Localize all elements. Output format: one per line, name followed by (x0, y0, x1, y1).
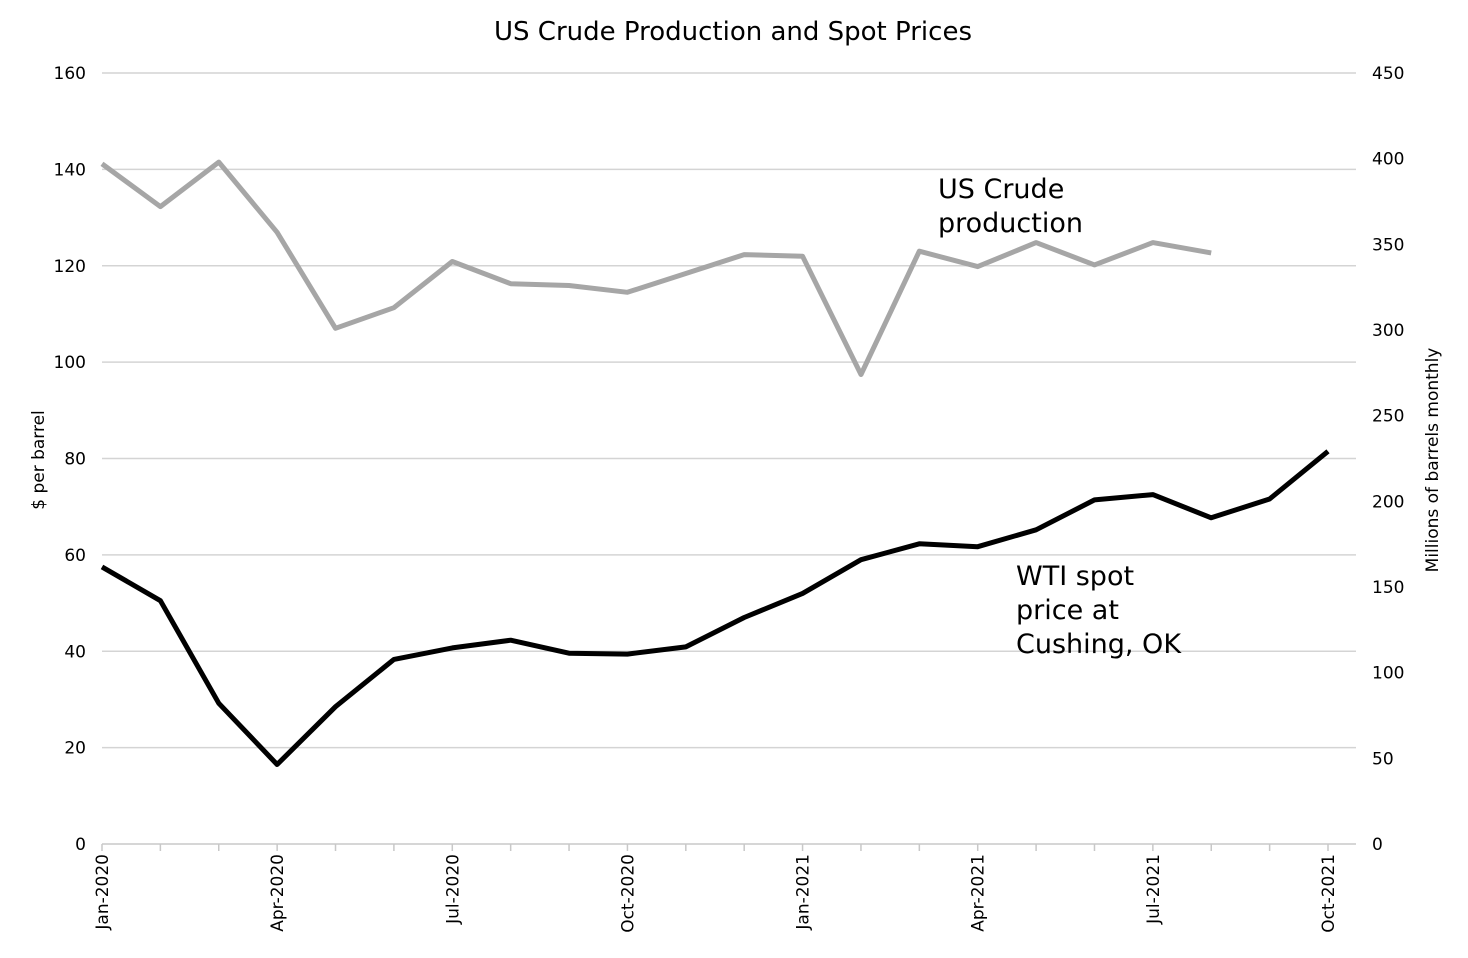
left-tick-label: 0 (75, 835, 86, 855)
left-tick-label: 60 (64, 546, 86, 566)
left-axis-ticks: 0 20 40 60 80 100 120 140 160 (54, 64, 86, 855)
right-tick-label: 450 (1372, 64, 1404, 84)
right-tick-label: 300 (1372, 321, 1404, 341)
left-tick-label: 100 (54, 353, 86, 373)
annotation-line: production (938, 208, 1083, 239)
x-tick-label: Apr-2021 (969, 854, 989, 932)
left-tick-label: 160 (54, 64, 86, 84)
right-tick-label: 0 (1372, 835, 1383, 855)
x-tick-label: Jan-2020 (93, 854, 113, 931)
right-tick-label: 50 (1372, 749, 1394, 769)
right-tick-label: 100 (1372, 664, 1404, 684)
x-tick-label: Oct-2020 (618, 854, 638, 933)
left-tick-label: 40 (64, 642, 86, 662)
x-tick-label: Jan-2021 (794, 854, 814, 931)
left-tick-label: 140 (54, 160, 86, 180)
right-tick-label: 200 (1372, 492, 1404, 512)
right-tick-label: 250 (1372, 407, 1404, 427)
series-lines (100, 159, 1330, 767)
right-axis-label: Millions of barrels monthly (1423, 348, 1443, 573)
left-tick-label: 20 (64, 739, 86, 759)
annotation-line: price at (1016, 595, 1119, 626)
right-tick-label: 350 (1372, 235, 1404, 255)
left-tick-label: 120 (54, 257, 86, 277)
right-tick-label: 150 (1372, 578, 1404, 598)
x-tick-label: Oct-2021 (1319, 854, 1339, 933)
annotation-wti-spot-price: WTI spot price at Cushing, OK (1016, 561, 1182, 660)
x-tick-label: Apr-2020 (268, 854, 288, 932)
annotation-line: US Crude (938, 174, 1064, 205)
right-axis-ticks: 0 50 100 150 200 250 300 350 400 450 (1372, 64, 1404, 855)
us-crude-production-line (100, 159, 1212, 377)
x-tick-label: Jul-2020 (443, 854, 463, 925)
left-axis-label: $ per barrel (29, 410, 49, 510)
left-tick-label: 80 (64, 450, 86, 470)
chart-title: US Crude Production and Spot Prices (494, 17, 972, 47)
annotation-line: Cushing, OK (1016, 629, 1182, 660)
x-tick-label: Jul-2021 (1144, 854, 1164, 925)
x-axis: Jan-2020 Apr-2020 Jul-2020 Oct-2020 Jan-2021… (93, 843, 1356, 933)
wti-spot-price-line (100, 449, 1330, 767)
right-tick-label: 400 (1372, 150, 1404, 170)
annotation-line: WTI spot (1016, 561, 1134, 592)
annotation-us-crude-production: US Crude production (938, 174, 1083, 239)
gridlines (102, 72, 1356, 749)
